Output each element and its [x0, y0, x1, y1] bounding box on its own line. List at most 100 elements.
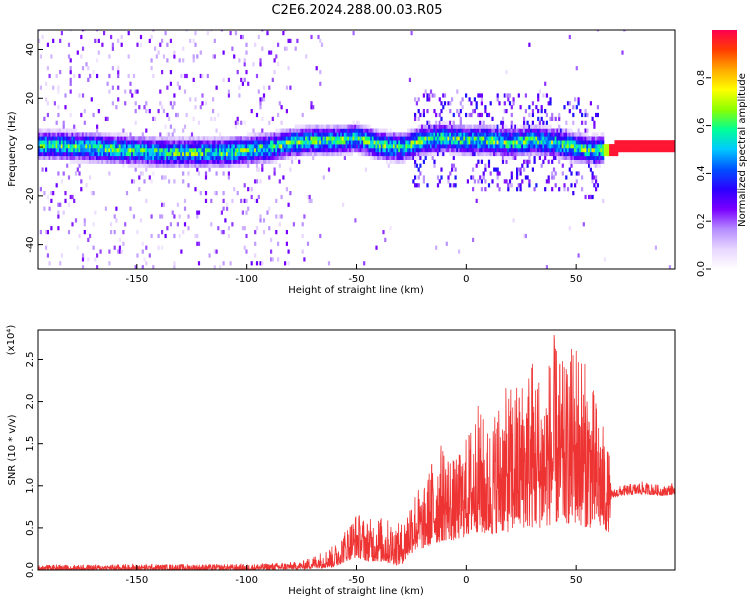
snr-xtick-label-2: -50: [348, 575, 364, 586]
heat-cell-3021: [521, 163, 524, 168]
heat-cell-2219: [389, 128, 392, 133]
heat-cell-3486: [593, 155, 596, 160]
heat-cell-1199: [215, 171, 218, 176]
heat-cell-3441: [586, 151, 589, 157]
heat-cell-1535: [262, 140, 266, 145]
heat-cell-2416: [426, 136, 429, 141]
heat-cell-3168: [542, 124, 545, 129]
heat-cell-2171: [380, 140, 383, 145]
heat-cell-1268: [226, 163, 229, 168]
heat-cell-3204: [547, 132, 550, 137]
heat-cell-1861: [315, 124, 318, 129]
heat-cell-1662: [282, 151, 285, 157]
heat-cell-263: [76, 245, 79, 250]
heat-cell-1072: [196, 210, 199, 215]
heat-cell-866: [166, 148, 169, 153]
heat-cell-2203: [387, 155, 390, 160]
heat-cell-232: [71, 155, 74, 160]
heat-cell-845: [162, 140, 165, 145]
heat-cell-3646: [658, 144, 661, 149]
heat-cell-1217: [217, 140, 220, 145]
heat-cell-194: [66, 140, 69, 145]
heat-cell-3383: [577, 253, 580, 258]
heat-cell-739: [148, 175, 151, 180]
heat-cell-2148: [375, 136, 378, 141]
heat-cell-2132: [371, 132, 375, 137]
heat-cell-754: [150, 159, 153, 164]
heat-cell-3177: [544, 136, 547, 141]
heat-cell-1602: [273, 148, 276, 153]
heat-cell-1467: [255, 261, 259, 266]
heat-cell-422: [99, 249, 102, 254]
heat-cell-1053: [192, 54, 195, 59]
heat-cell-2419: [426, 124, 429, 129]
heat-cell-1302: [231, 198, 234, 203]
heat-cell-832: [161, 140, 164, 145]
heat-cell-3466: [589, 140, 592, 145]
heat-cell-2399: [422, 109, 425, 114]
heat-cell-107: [53, 148, 56, 153]
heat-cell-2495: [438, 124, 441, 129]
heat-cell-3088: [530, 132, 533, 137]
heat-cell-1257: [224, 218, 227, 223]
heat-cell-1232: [220, 163, 223, 168]
heat-cell-1444: [252, 155, 255, 160]
heat-cell-3615: [640, 144, 643, 149]
heat-cell-1169: [210, 136, 213, 141]
heat-cell-3447: [586, 128, 589, 133]
heat-cell-1711: [289, 151, 292, 157]
heat-cell-1066: [194, 97, 197, 102]
heat-cell-1041: [190, 132, 194, 137]
heat-cell-827: [161, 159, 164, 164]
heat-cell-1616: [275, 144, 278, 149]
heat-cell-1040: [190, 136, 194, 141]
heat-cell-1045: [192, 151, 195, 157]
heat-cell-1242: [222, 230, 225, 235]
heat-cell-1399: [245, 198, 248, 203]
heat-cell-1060: [194, 151, 197, 157]
heat-cell-854: [164, 151, 167, 157]
heat-cell-1049: [192, 136, 195, 141]
heat-cell-2642: [461, 124, 464, 129]
heat-cell-956: [178, 148, 181, 153]
heat-cell-14: [39, 148, 42, 153]
heat-cell-1497: [259, 214, 262, 219]
heat-cell-2816: [489, 148, 492, 153]
heat-cell-2906: [503, 128, 506, 133]
heat-cell-3124: [535, 105, 538, 110]
heat-cell-3234: [552, 155, 556, 160]
heat-cell-3600: [631, 144, 635, 149]
heat-cell-2337: [414, 128, 417, 133]
heat-cell-2586: [452, 136, 455, 141]
heat-cell-692: [141, 249, 144, 254]
heat-cell-3298: [563, 140, 566, 145]
heat-cell-3188: [545, 140, 548, 145]
heat-cell-2986: [516, 175, 519, 180]
heat-cell-2965: [512, 155, 515, 160]
heat-cell-2181: [382, 136, 385, 141]
heat-cell-475: [108, 148, 111, 153]
heat-cell-414: [97, 148, 100, 153]
heat-cell-2702: [472, 132, 475, 137]
heat-cell-113: [53, 101, 56, 106]
heat-cell-230: [71, 194, 74, 200]
heat-cell-343: [87, 151, 90, 157]
heat-cell-2170: [380, 144, 383, 149]
heat-cell-3012: [519, 148, 522, 153]
heat-cell-3079: [528, 124, 531, 129]
heat-cell-1263: [224, 144, 227, 149]
heat-cell-222: [69, 89, 72, 94]
heat-cell-1742: [294, 136, 297, 141]
heat-cell-2285: [405, 151, 408, 157]
heat-cell-2332: [414, 148, 417, 153]
heat-cell-3436: [584, 120, 587, 125]
heat-cell-3133: [537, 116, 540, 121]
heat-cell-3496: [595, 179, 598, 184]
heat-cell-2390: [422, 151, 425, 157]
heat-cell-2724: [475, 132, 478, 137]
heat-cell-3125: [537, 151, 540, 157]
heat-cell-3038: [523, 132, 526, 137]
heat-cell-3587: [624, 148, 628, 153]
heat-cell-2189: [384, 140, 387, 145]
heat-cell-2122: [370, 140, 373, 145]
